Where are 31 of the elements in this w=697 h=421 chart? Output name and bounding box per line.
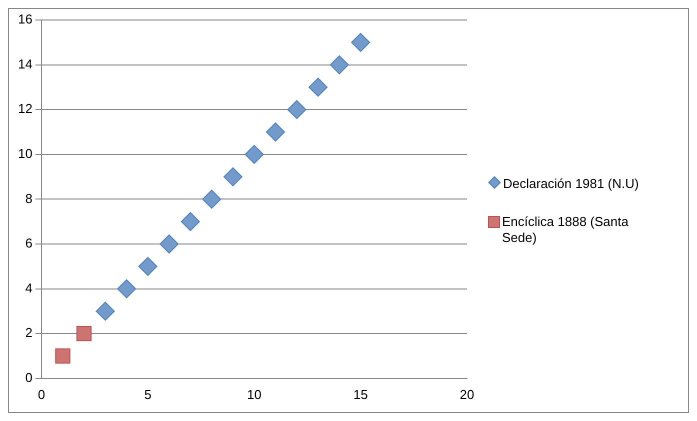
- y-tick-label: 10: [18, 146, 32, 161]
- point: [180, 212, 200, 232]
- point: [223, 167, 242, 186]
- x-tick-label: 20: [460, 386, 474, 402]
- x-tick-label: 5: [144, 386, 152, 402]
- point: [330, 55, 349, 74]
- y-tick-label: 16: [18, 12, 32, 27]
- point: [96, 302, 115, 321]
- point: [160, 234, 179, 254]
- x-tick-label: 15: [353, 386, 368, 402]
- y-tick-label: 6: [25, 236, 32, 251]
- x-tick-label: 0: [38, 386, 46, 402]
- point: [138, 256, 158, 276]
- point: [76, 326, 92, 342]
- y-tick-label: 4: [25, 280, 32, 296]
- point: [287, 100, 306, 120]
- legend-label: Encíclica 1888 (Santa Sede): [502, 214, 630, 246]
- point: [117, 279, 136, 298]
- y-tick-label: 2: [25, 325, 32, 340]
- point: [308, 78, 328, 97]
- y-tick-label: 0: [25, 370, 32, 385]
- point: [351, 32, 370, 52]
- point: [202, 190, 222, 209]
- y-tick-label: 14: [18, 56, 32, 72]
- point: [266, 122, 286, 142]
- point: [55, 348, 70, 364]
- x-tick-label: 10: [246, 386, 262, 402]
- legend-label: Declaración 1981 (N.U): [503, 176, 639, 192]
- y-tick-label: 12: [18, 101, 32, 116]
- point: [244, 144, 264, 164]
- y-tick-label: 8: [25, 190, 32, 206]
